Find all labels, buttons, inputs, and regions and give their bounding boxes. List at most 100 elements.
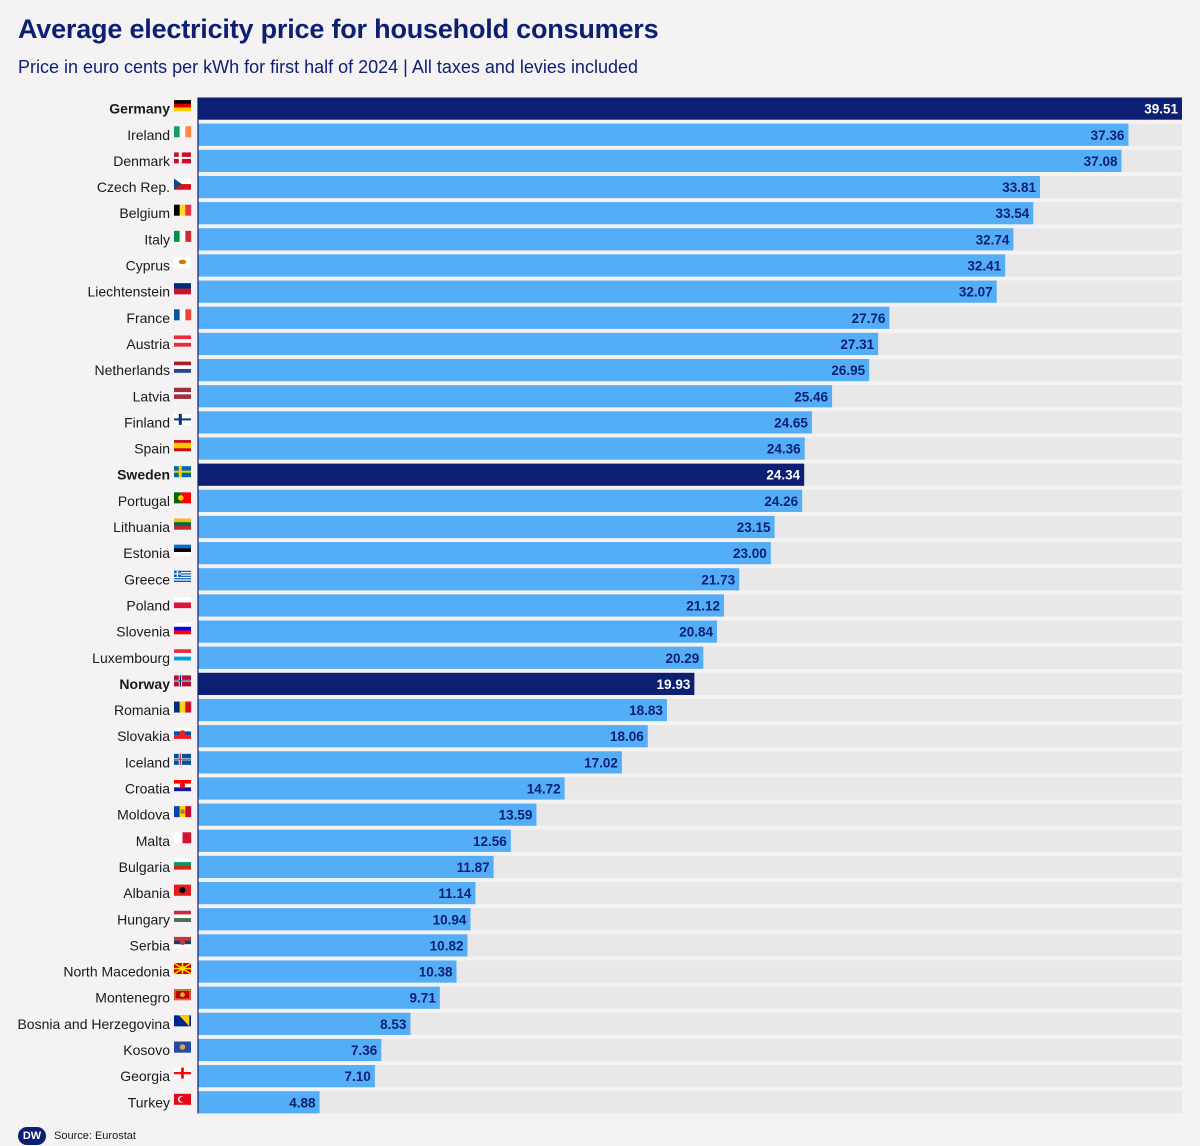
greece-flag-icon — [174, 570, 191, 582]
bar-value-label: 33.54 — [996, 206, 1030, 221]
bar — [198, 359, 870, 382]
bar-value-label: 37.36 — [1091, 128, 1125, 143]
category-label: France — [126, 310, 170, 326]
north-macedonia-flag-icon — [173, 962, 192, 975]
finland-flag-icon — [174, 413, 191, 425]
bar-value-label: 7.36 — [351, 1043, 378, 1058]
bar — [198, 829, 511, 852]
bar-track — [198, 1091, 1182, 1114]
bar — [198, 202, 1034, 225]
category-label: Poland — [126, 597, 170, 613]
bar — [198, 228, 1014, 251]
bar — [198, 489, 803, 512]
malta-flag-icon — [174, 832, 192, 844]
bar-value-label: 37.08 — [1084, 154, 1118, 169]
bar-value-label: 39.51 — [1144, 102, 1178, 117]
category-label: Latvia — [133, 388, 171, 404]
bar-value-label: 24.65 — [774, 415, 808, 430]
bar — [198, 934, 468, 957]
bar-value-label: 12.56 — [473, 834, 507, 849]
bar-track — [198, 1038, 1182, 1062]
category-label: Belgium — [119, 205, 170, 221]
bar — [198, 254, 1006, 277]
bar — [198, 620, 718, 643]
portugal-flag-icon — [174, 492, 191, 504]
bar-chart: 39.51 Germany 37.36 Ireland 37.08 Denmark 33.8… — [17, 97, 1182, 1114]
latvia-flag-icon — [174, 387, 191, 399]
category-label: Malta — [136, 833, 170, 849]
category-label: Czech Rep. — [97, 179, 170, 195]
bar-value-label: 8.53 — [380, 1017, 407, 1032]
bar — [198, 568, 740, 591]
category-label: Netherlands — [95, 362, 171, 378]
category-label: Hungary — [117, 911, 170, 927]
bar-track — [198, 1012, 1182, 1035]
spain-flag-icon — [174, 440, 191, 452]
chart-title: Average electricity price for household … — [18, 14, 659, 44]
hungary-flag-icon — [174, 910, 191, 922]
bar — [198, 175, 1041, 199]
bar-value-label: 32.41 — [967, 259, 1001, 274]
bar-value-label: 25.46 — [794, 389, 828, 404]
austria-flag-icon — [174, 335, 191, 347]
bar — [198, 698, 667, 722]
category-label: Italy — [144, 231, 170, 247]
category-label: Romania — [114, 702, 170, 718]
bar-value-label: 20.29 — [666, 651, 700, 666]
bar-value-label: 4.88 — [289, 1095, 316, 1110]
bar-value-label: 20.84 — [679, 625, 713, 640]
category-label: Kosovo — [123, 1042, 170, 1058]
footer: DW Source: Eurostat — [18, 1127, 136, 1145]
bar — [198, 542, 771, 565]
bar — [198, 803, 537, 826]
bar-value-label: 13.59 — [499, 808, 533, 823]
bar-value-label: 14.72 — [527, 782, 561, 797]
bar-value-label: 18.83 — [629, 703, 663, 718]
albania-flag-icon — [174, 884, 191, 896]
category-label: Spain — [134, 441, 170, 457]
bar — [198, 646, 704, 669]
bar — [198, 280, 997, 303]
category-label: Bosnia and Herzegovina — [17, 1016, 170, 1032]
bar — [198, 149, 1122, 172]
category-label: Austria — [126, 336, 170, 352]
cyprus-flag-icon — [174, 257, 191, 268]
bar-value-label: 17.02 — [584, 755, 618, 770]
norway-flag-icon — [174, 675, 191, 687]
bar — [198, 855, 494, 879]
bar-value-label: 10.38 — [419, 965, 453, 980]
bar — [198, 594, 724, 617]
bar-value-label: 23.15 — [737, 520, 771, 535]
category-label: Bulgaria — [119, 859, 171, 875]
bar-track — [198, 1065, 1182, 1088]
bar — [198, 725, 648, 748]
category-label: Montenegro — [95, 990, 170, 1006]
bar — [198, 1038, 382, 1062]
bar-value-label: 33.81 — [1002, 180, 1036, 195]
bar-value-label: 32.74 — [976, 232, 1010, 247]
bar-value-label: 27.31 — [840, 337, 874, 352]
germany-flag-icon — [174, 100, 191, 112]
bosnia-flag-icon — [174, 1015, 191, 1027]
poland-flag-icon — [174, 596, 191, 609]
bar-value-label: 24.34 — [766, 468, 800, 483]
bar-value-label: 32.07 — [959, 285, 993, 300]
turkey-flag-icon — [174, 1093, 191, 1105]
iceland-flag-icon — [174, 753, 191, 765]
bulgaria-flag-icon — [174, 858, 191, 870]
category-label: Slovakia — [117, 728, 170, 744]
france-flag-icon — [174, 309, 192, 321]
luxembourg-flag-icon — [174, 649, 191, 661]
category-label: Estonia — [123, 545, 170, 561]
bar — [198, 97, 1182, 120]
bar — [198, 908, 471, 931]
bar-value-label: 27.76 — [852, 311, 886, 326]
estonia-flag-icon — [174, 544, 191, 556]
bar — [198, 1065, 375, 1088]
bar-value-label: 7.10 — [345, 1069, 371, 1084]
bar-value-label: 21.12 — [686, 598, 720, 613]
category-label: Turkey — [128, 1094, 170, 1110]
bar — [198, 672, 695, 695]
bar — [198, 751, 622, 774]
kosovo-flag-icon — [174, 1041, 191, 1053]
